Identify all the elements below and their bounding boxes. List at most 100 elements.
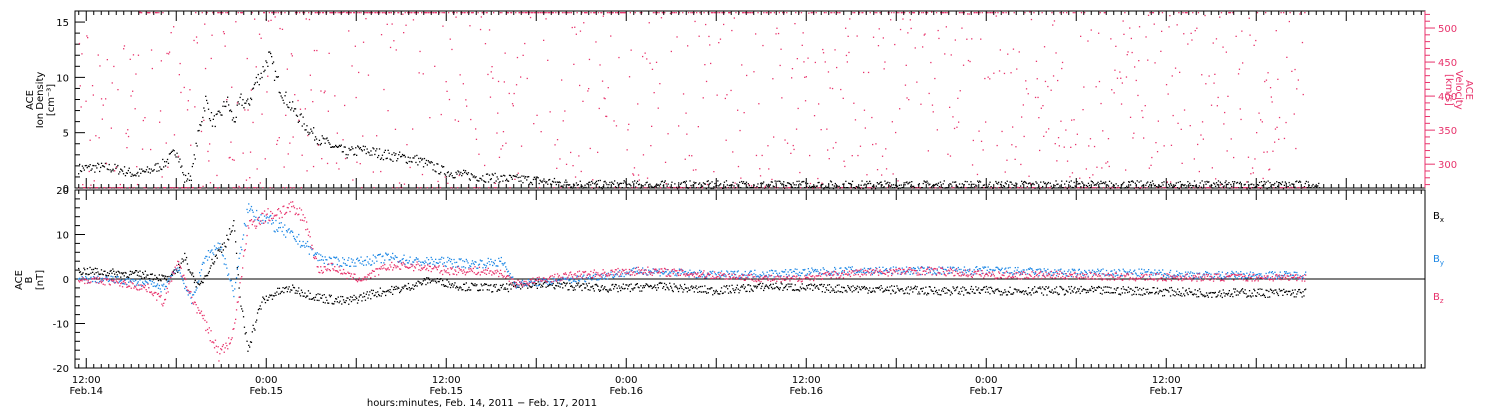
density-series-point: [429, 162, 431, 164]
bx-series-point: [205, 275, 207, 277]
bx-series-point: [342, 299, 345, 301]
by-series-point: [248, 203, 250, 205]
by-series-point: [335, 257, 337, 259]
by-series-point: [409, 256, 411, 258]
velocity-series-point: [1242, 62, 1244, 64]
bx-series-point: [242, 310, 244, 312]
velocity-series-point: [414, 12, 416, 14]
density-series-point: [805, 182, 807, 184]
density-series-point: [505, 179, 507, 182]
density-series-point: [1072, 187, 1074, 189]
by-series-point: [363, 259, 366, 262]
bx-series-point: [1104, 291, 1106, 294]
bx-series-point: [1249, 295, 1252, 297]
velocity-series-point: [459, 74, 461, 76]
by-series-point: [661, 271, 663, 274]
bx-series-point: [327, 302, 329, 304]
by-series-point: [165, 285, 167, 288]
bx-series-point: [687, 287, 689, 289]
density-series-point: [254, 82, 256, 84]
bx-series-point: [1145, 288, 1147, 291]
bx-series-point: [975, 286, 977, 288]
bx-series-point: [742, 284, 745, 286]
velocity-series-point: [608, 12, 610, 14]
density-series-point: [472, 176, 474, 178]
bx-series-point: [1058, 293, 1060, 295]
bx-series-point: [797, 289, 799, 291]
by-series-point: [570, 281, 573, 284]
velocity-series-point: [1273, 187, 1275, 189]
velocity-series-point: [1125, 169, 1127, 171]
density-series-point: [444, 174, 447, 176]
bx-series-point: [378, 293, 380, 296]
density-series-point: [776, 180, 778, 182]
bx-series-point: [423, 278, 425, 280]
velocity-series-point: [1256, 12, 1259, 14]
bx-series-point: [1126, 289, 1128, 291]
velocity-series-point: [1030, 18, 1033, 21]
velocity-series-point: [519, 12, 521, 14]
bx-series-point: [520, 284, 523, 286]
by-series-point: [667, 273, 669, 276]
by-series-point: [533, 281, 535, 283]
density-series-point: [154, 164, 156, 166]
bx-series-point: [943, 287, 945, 289]
density-series-point: [1278, 182, 1280, 184]
bx-series-point: [731, 284, 733, 286]
by-series-point: [524, 283, 526, 285]
density-series-point: [614, 186, 617, 188]
by-series-point: [217, 242, 219, 244]
velocity-series-point: [352, 179, 354, 181]
bx-series-point: [1200, 293, 1202, 295]
velocity-series-point: [797, 107, 799, 110]
bx-series-point: [278, 287, 281, 289]
velocity-series-point: [485, 12, 487, 14]
bx-series-point: [539, 283, 541, 285]
bx-series-point: [1095, 289, 1097, 291]
bx-series-point: [340, 295, 342, 298]
velocity-series-point: [632, 173, 634, 175]
density-series-point: [489, 178, 492, 181]
density-series-point: [808, 185, 811, 187]
bx-series-point: [1014, 288, 1016, 290]
density-series-point: [607, 186, 609, 188]
bx-series-point: [306, 295, 308, 297]
density-series-point: [222, 105, 224, 107]
density-series-point: [213, 115, 215, 117]
bx-series-point: [1093, 287, 1095, 289]
velocity-series-point: [367, 12, 369, 14]
density-series-point: [787, 182, 790, 184]
density-series-point: [1303, 186, 1306, 188]
velocity-series-point: [944, 53, 946, 55]
bx-series-point: [449, 283, 451, 285]
density-series-point: [898, 184, 900, 186]
density-series-point: [271, 62, 274, 65]
density-series-point: [545, 182, 547, 184]
density-series-point: [893, 187, 896, 189]
bx-series-point: [208, 270, 210, 273]
by-series-point: [120, 280, 122, 282]
velocity-series-point: [1122, 20, 1124, 22]
density-series-point: [269, 51, 271, 53]
bx-series-point: [215, 254, 217, 256]
bx-series-point: [762, 282, 764, 285]
bx-series-point: [696, 288, 698, 290]
bx-series-point: [743, 288, 745, 290]
bx-series-point: [1252, 295, 1254, 297]
by-series-point: [521, 279, 524, 282]
bx-series-point: [802, 287, 804, 289]
bx-series-point: [443, 285, 445, 287]
density-series-point: [499, 181, 501, 183]
by-series-point: [440, 258, 442, 260]
density-series-point: [1131, 180, 1134, 182]
velocity-series-point: [480, 16, 482, 18]
bx-series-point: [430, 280, 432, 282]
bx-series-point: [290, 289, 292, 291]
bx-series-point: [501, 285, 503, 287]
bx-series-point: [152, 279, 154, 281]
bx-series-point: [610, 289, 612, 291]
density-series-point: [1235, 182, 1238, 184]
density-series-point: [377, 156, 379, 159]
density-series-point: [1056, 183, 1058, 186]
density-series-point: [84, 165, 86, 167]
